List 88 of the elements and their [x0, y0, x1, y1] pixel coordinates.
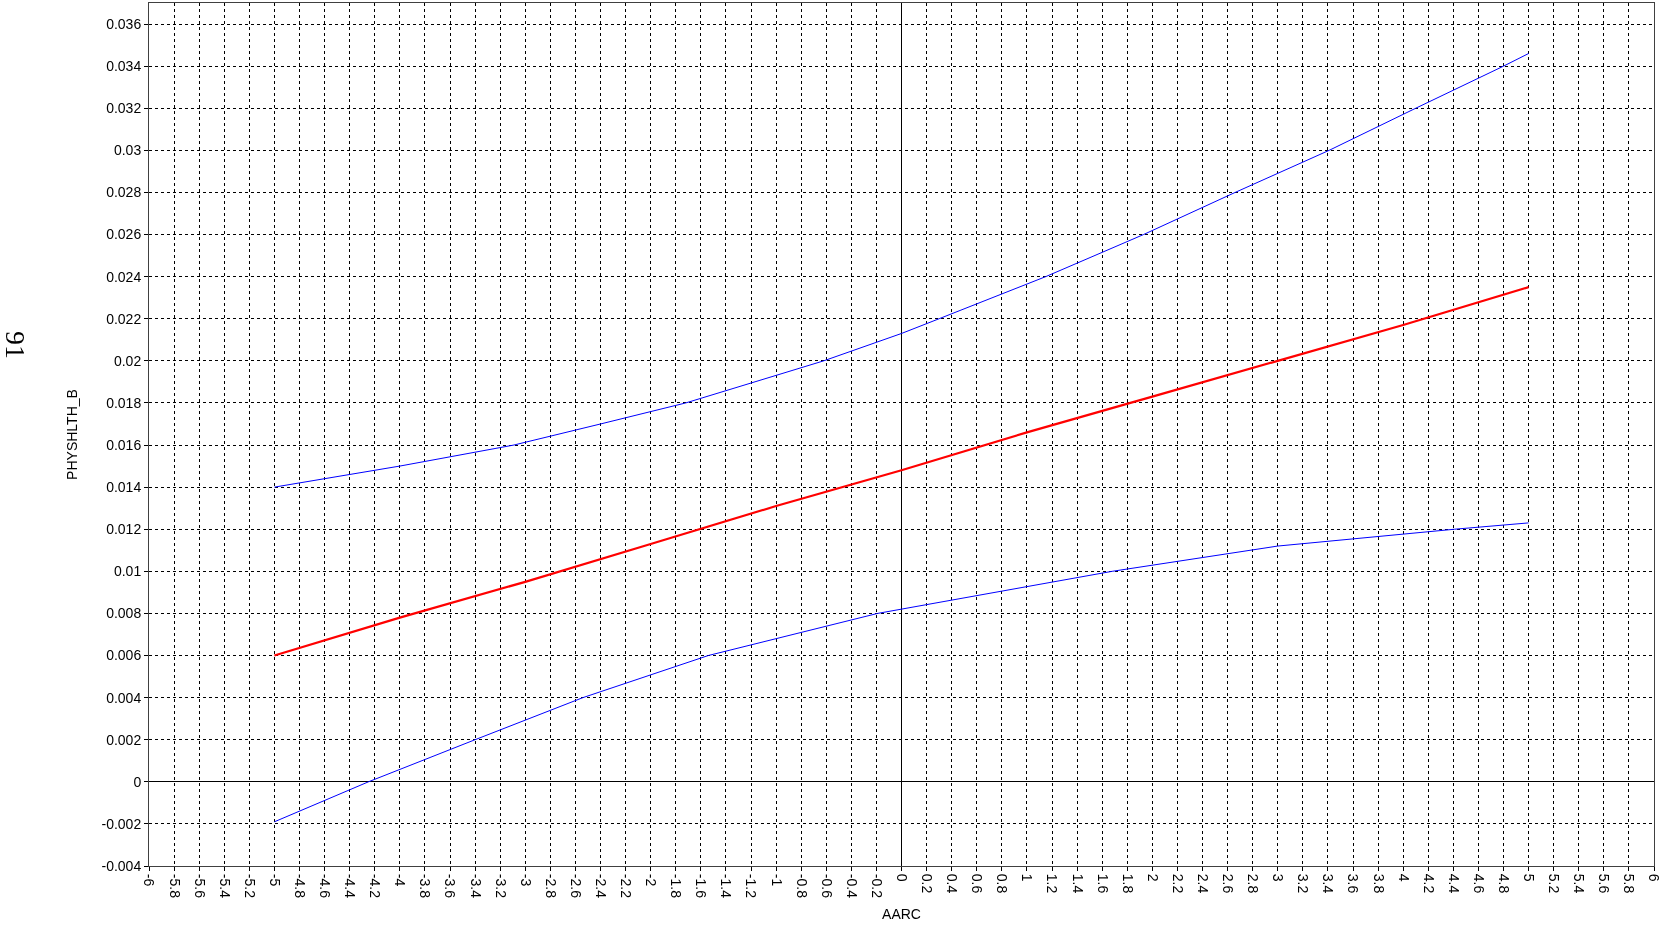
x-tick-label: -5.4 — [216, 873, 233, 899]
x-tick-label: -2.6 — [567, 873, 584, 899]
x-tick-label: -4.4 — [342, 873, 359, 899]
x-tick-label: -0.8 — [793, 873, 810, 899]
y-tick-label: 0.018 — [106, 394, 142, 411]
x-tick-label: 3.8 — [1370, 873, 1387, 894]
y-tick-label: 0.016 — [106, 436, 142, 453]
x-tick-label: 1.6 — [1094, 873, 1111, 894]
y-tick-label: 0.014 — [106, 479, 142, 496]
x-tick-label: 1 — [1019, 873, 1036, 882]
x-tick-label: -1 — [768, 873, 785, 887]
x-tick-label: -3.8 — [417, 873, 434, 899]
x-tick-label: 5.4 — [1571, 873, 1588, 894]
x-tick-label: 3.6 — [1345, 873, 1362, 894]
x-tick-label: 3 — [1270, 873, 1287, 882]
x-tick-label: 4.8 — [1495, 873, 1512, 894]
x-tick-label: -5 — [266, 873, 283, 887]
x-tick-label: 0.8 — [994, 873, 1011, 894]
x-tick-label: -0.4 — [843, 873, 860, 899]
x-axis-title: AARC — [882, 906, 921, 923]
y-tick-label: 0.022 — [106, 310, 142, 327]
x-tick-label: -3.4 — [467, 873, 484, 899]
x-tick-label: 6 — [1646, 873, 1663, 882]
x-tick-label: 5 — [1521, 873, 1538, 882]
y-tick-label: 0.03 — [113, 142, 142, 159]
y-tick-label: 0.028 — [106, 184, 142, 201]
x-tick-label: 2.4 — [1194, 873, 1211, 894]
y-tick-label: 0.02 — [113, 352, 142, 369]
y-tick-label: 0.034 — [106, 58, 142, 75]
x-tick-label: 4.6 — [1470, 873, 1487, 894]
line-series — [273, 53, 1530, 488]
x-tick-label: -5.2 — [241, 873, 258, 899]
x-tick-label: -4.6 — [317, 873, 334, 899]
x-tick-label: 4.2 — [1420, 873, 1437, 894]
x-tick-label: -1.4 — [718, 873, 735, 899]
x-tick-label: -1.8 — [668, 873, 685, 899]
x-tick-label: 2 — [1144, 873, 1161, 882]
x-tick-label: -0.6 — [818, 873, 835, 899]
x-tick-label: 2.8 — [1245, 873, 1262, 894]
x-tick-label: -5.8 — [166, 873, 183, 899]
x-tick-label: 0 — [893, 873, 910, 882]
y-tick-label: 0.006 — [106, 647, 142, 664]
x-tick-label: 1.2 — [1044, 873, 1061, 894]
y-axis-title: PHYSHLTH_B — [64, 389, 81, 480]
y-tick-label: -0.004 — [101, 857, 142, 874]
x-tick-label: -5.6 — [191, 873, 208, 899]
x-tick-label: -2.4 — [592, 873, 609, 899]
y-tick-label: 0.004 — [106, 689, 142, 706]
x-tick-label: -4.8 — [291, 873, 308, 899]
y-tick-label: 0.032 — [106, 100, 142, 117]
x-tick-label: -3.6 — [442, 873, 459, 899]
x-tick-label: 3.2 — [1295, 873, 1312, 894]
x-tick-label: -2.2 — [618, 873, 635, 899]
x-tick-label: 0.4 — [944, 873, 961, 894]
x-tick-label: 0.6 — [969, 873, 986, 894]
y-tick-label: -0.002 — [101, 815, 142, 832]
y-tick-label: 0.008 — [106, 605, 142, 622]
y-tick-label: 0 — [133, 773, 142, 790]
x-tick-label: -1.6 — [693, 873, 710, 899]
y-tick-label: 0.026 — [106, 226, 142, 243]
x-tick-label: -2 — [643, 873, 660, 887]
line-series — [273, 522, 1530, 823]
x-tick-label: 1.8 — [1119, 873, 1136, 894]
x-tick-label: 5.2 — [1546, 873, 1563, 894]
x-tick-label: 3.4 — [1320, 873, 1337, 894]
x-tick-label: 1.4 — [1069, 873, 1086, 894]
y-tick-label: 0.024 — [106, 268, 142, 285]
line-series — [273, 286, 1530, 657]
y-tick-label: 0.036 — [106, 15, 142, 32]
x-tick-label: -3 — [517, 873, 534, 887]
y-tick-label: 0.01 — [113, 563, 142, 580]
x-tick-label: -4 — [392, 873, 409, 887]
y-tick-label: 0.002 — [106, 731, 142, 748]
x-tick-label: -6 — [141, 873, 158, 887]
x-tick-label: 5.6 — [1596, 873, 1613, 894]
x-tick-label: -3.2 — [492, 873, 509, 899]
x-tick-label: -0.2 — [868, 873, 885, 899]
x-tick-label: 2.2 — [1169, 873, 1186, 894]
x-tick-label: 0.2 — [919, 873, 936, 894]
text: 91 — [0, 331, 31, 359]
x-tick-label: 5.8 — [1621, 873, 1638, 894]
x-tick-label: 2.6 — [1220, 873, 1237, 894]
x-tick-label: -1.2 — [743, 873, 760, 899]
y-tick-label: 0.012 — [106, 521, 142, 538]
x-tick-label: 4.4 — [1445, 873, 1462, 894]
x-tick-label: 4 — [1395, 873, 1412, 882]
x-tick-label: -4.2 — [367, 873, 384, 899]
x-tick-label: -2.8 — [542, 873, 559, 899]
